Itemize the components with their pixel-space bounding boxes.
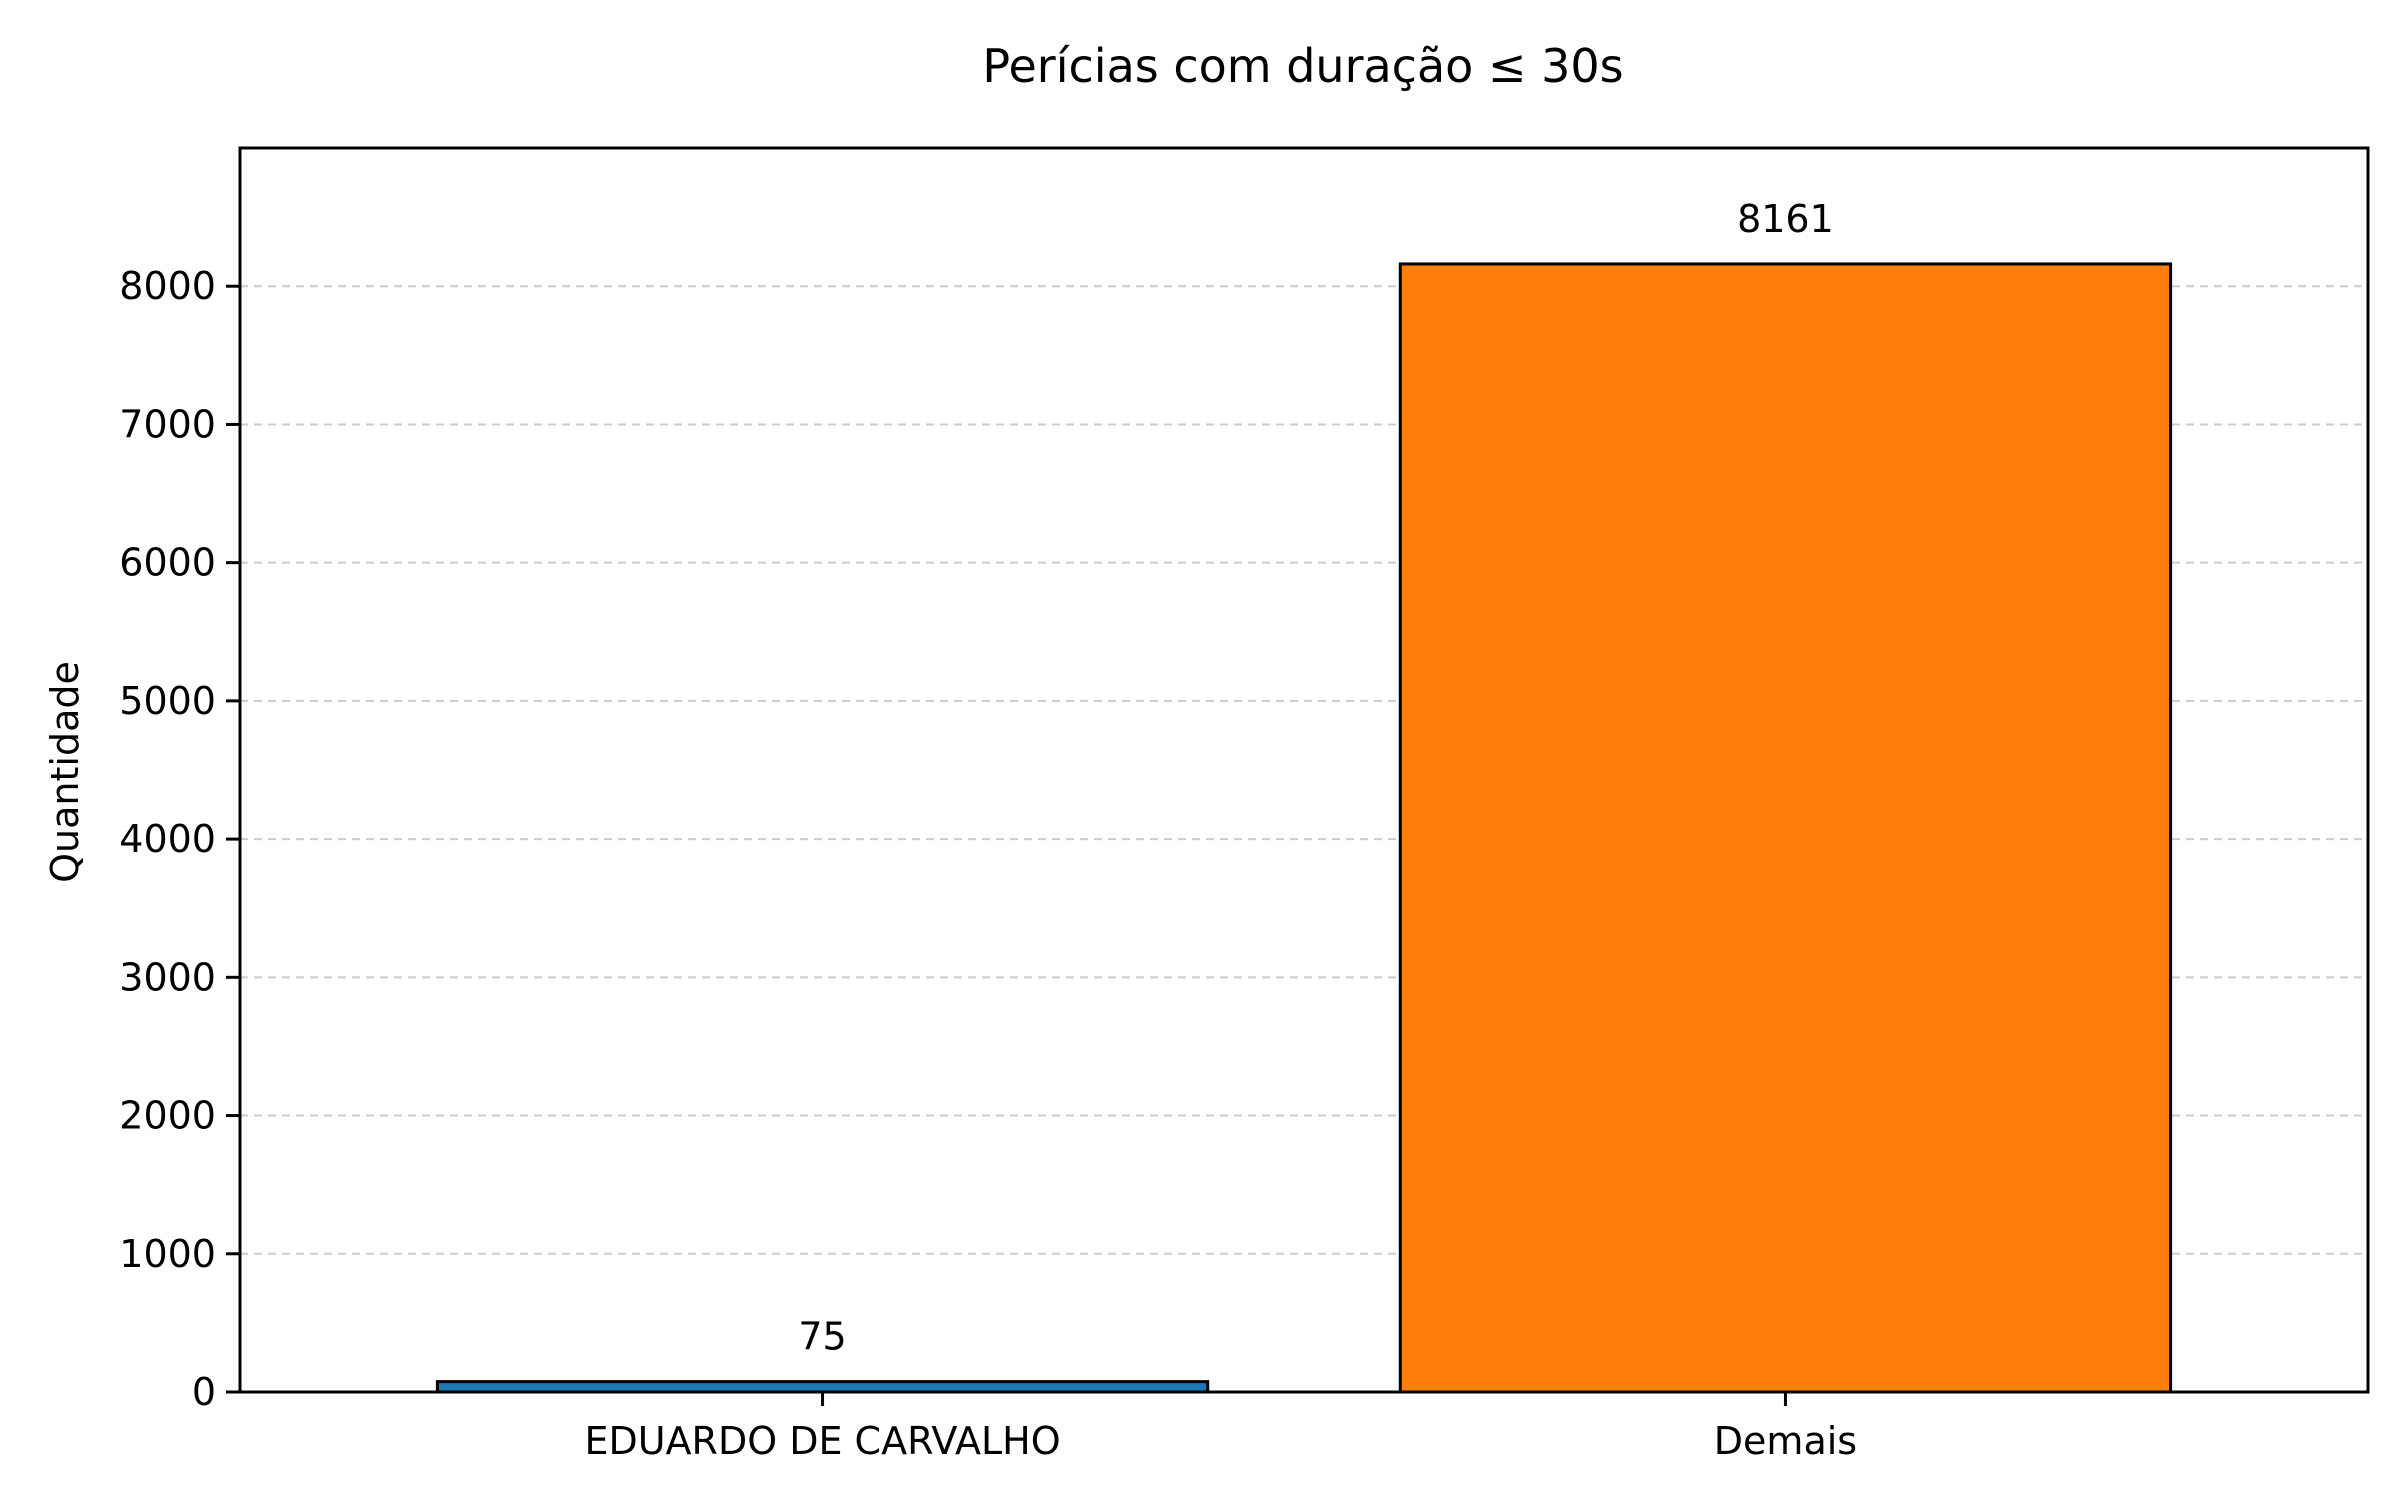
y-tick-label: 3000: [119, 955, 216, 999]
chart-title: Perícias com duração ≤ 30s: [982, 39, 1623, 93]
grid-lines: [240, 285, 2368, 1255]
bars: [435, 262, 2173, 1394]
y-tick-label: 8000: [119, 264, 216, 308]
y-tick-label: 5000: [119, 679, 216, 723]
x-tick-label-1: Demais: [1714, 1419, 1857, 1463]
y-axis-label: Quantidade: [43, 661, 87, 883]
y-tick-label: 6000: [119, 541, 216, 585]
bar-0: [435, 1380, 1210, 1394]
y-tick-label: 0: [192, 1370, 216, 1414]
data-labels: 75 8161: [798, 197, 1833, 1359]
axis-ticks: 0 1000 2000 3000 4000 5000 6000 7000 8000 EDUARDO…: [119, 264, 1857, 1463]
data-label-0: 75: [798, 1315, 846, 1359]
y-tick-label: 1000: [119, 1232, 216, 1276]
x-tick-label-0: EDUARDO DE CARVALHO: [584, 1419, 1060, 1463]
data-label-1: 8161: [1737, 197, 1834, 241]
y-tick-label: 7000: [119, 402, 216, 446]
plot-frame: [238, 146, 2370, 1394]
bar-1: [1398, 262, 2173, 1394]
y-tick-label: 2000: [119, 1094, 216, 1138]
y-tick-label: 4000: [119, 817, 216, 861]
